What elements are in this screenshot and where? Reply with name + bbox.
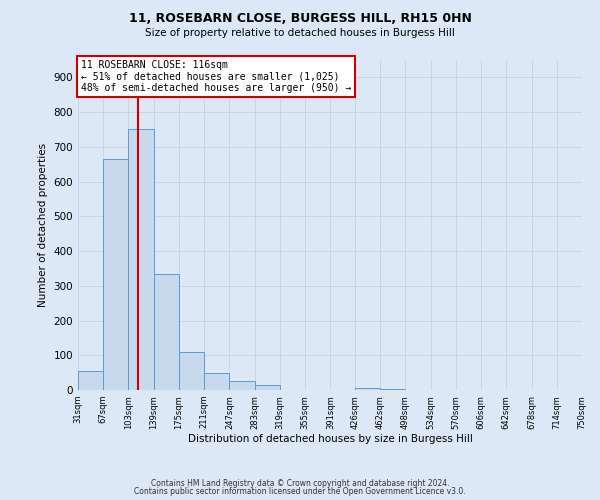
Y-axis label: Number of detached properties: Number of detached properties [38,143,48,307]
Bar [229,380,254,390]
Bar [204,372,229,390]
Bar [103,159,128,390]
Bar [380,389,406,390]
Text: 11, ROSEBARN CLOSE, BURGESS HILL, RH15 0HN: 11, ROSEBARN CLOSE, BURGESS HILL, RH15 0… [128,12,472,26]
Text: Size of property relative to detached houses in Burgess Hill: Size of property relative to detached ho… [145,28,455,38]
Bar [179,352,204,390]
Bar [355,388,380,390]
Text: Contains HM Land Registry data © Crown copyright and database right 2024.: Contains HM Land Registry data © Crown c… [151,478,449,488]
Text: 11 ROSEBARN CLOSE: 116sqm
← 51% of detached houses are smaller (1,025)
48% of se: 11 ROSEBARN CLOSE: 116sqm ← 51% of detac… [80,60,351,93]
X-axis label: Distribution of detached houses by size in Burgess Hill: Distribution of detached houses by size … [188,434,472,444]
Bar [128,130,154,390]
Text: Contains public sector information licensed under the Open Government Licence v3: Contains public sector information licen… [134,487,466,496]
Bar [254,385,280,390]
Bar [78,371,103,390]
Bar [154,274,179,390]
